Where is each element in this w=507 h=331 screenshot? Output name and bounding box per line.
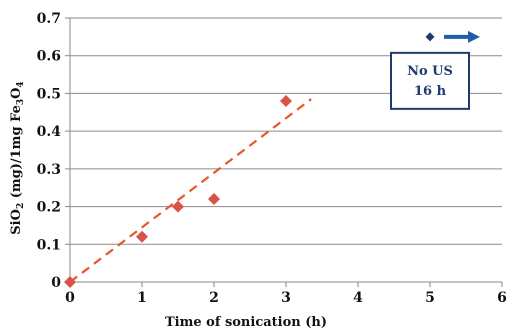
annotation: No US 16 h [390, 30, 480, 110]
data-points [64, 94, 292, 288]
y-tick-label: 0.3 [37, 162, 61, 178]
x-tick-label: 0 [65, 290, 75, 306]
y-tick-labels: 0 0.1 0.2 0.3 0.4 0.5 0.6 0.7 [37, 11, 62, 291]
annotation-box [390, 51, 470, 110]
trendline [69, 98, 312, 283]
annotation-line-1: No US [407, 64, 453, 79]
data-point [64, 276, 76, 288]
x-axis-title: Time of sonication (h) [165, 315, 327, 330]
annotation-diamond-marker [425, 32, 435, 42]
annotation-line-2: 16 h [414, 84, 447, 99]
y-axis-title-part: SiO [9, 209, 24, 235]
x-tick-label: 3 [281, 290, 291, 306]
x-tick-label: 4 [353, 290, 363, 306]
x-tick-label: 1 [137, 290, 147, 306]
y-tick-label: 0.7 [37, 11, 61, 27]
x-tick-label: 5 [425, 290, 435, 306]
x-tick-labels: 0 1 2 3 4 5 6 [65, 290, 507, 306]
data-point [136, 230, 148, 243]
data-point [280, 94, 292, 107]
y-tick-label: 0.1 [37, 237, 61, 253]
y-tick-label: 0 [51, 275, 61, 291]
y-axis-title-part: O [9, 88, 24, 99]
y-axis-title-part: (mg)/1mg Fe [9, 105, 24, 203]
x-tick-label: 6 [497, 290, 507, 306]
axes [65, 17, 503, 287]
annotation-arrow-head-icon [468, 30, 480, 43]
data-point [208, 193, 220, 206]
y-tick-label: 0.2 [37, 200, 61, 216]
y-tick-label: 0.6 [37, 49, 61, 65]
y-axis-title-part: 2 [16, 203, 26, 209]
data-point [172, 200, 184, 213]
x-tick-label: 2 [209, 290, 219, 306]
y-axis-title: SiO2 (mg)/1mg Fe3O4 [9, 81, 26, 234]
y-tick-label: 0.4 [37, 124, 62, 140]
y-axis-title-part: 3 [16, 99, 26, 105]
y-tick-label: 0.5 [37, 86, 61, 102]
y-axis-title-part: 4 [16, 81, 26, 87]
gridlines [70, 17, 502, 245]
